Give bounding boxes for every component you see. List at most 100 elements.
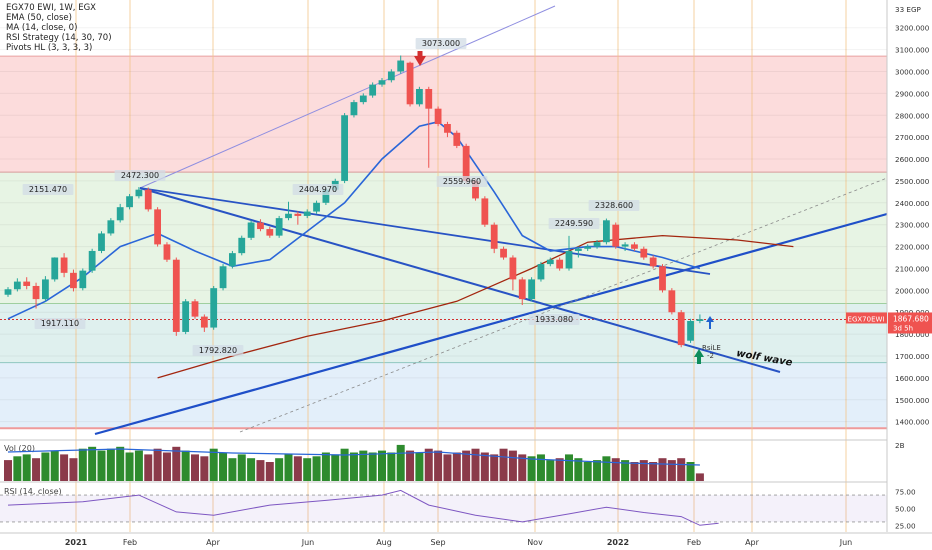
pivot-label-bg: [22, 184, 74, 195]
price-zone-1: [0, 172, 887, 304]
price-tick-label: 2200.000: [895, 243, 930, 252]
pivot-label-bg: [192, 345, 244, 356]
pivot-label: 1792.820: [199, 346, 237, 355]
volume-bar: [378, 450, 386, 481]
time-tick-label: Aug: [376, 538, 392, 547]
price-axis-bg: [887, 0, 932, 550]
price-tick-label: 2600.000: [895, 155, 930, 164]
candle-body: [107, 220, 115, 234]
moving-averages: [7, 120, 794, 379]
ema-50-line: [157, 234, 794, 379]
volume-bar: [396, 444, 405, 481]
price-tick-label: 3200.000: [895, 24, 930, 33]
price-tick-label: 3100.000: [895, 46, 930, 55]
candle-body: [266, 229, 274, 236]
price-tick-label: 2900.000: [895, 89, 930, 98]
time-tick-label: Sep: [430, 538, 445, 547]
candle-body: [490, 224, 498, 249]
candle-body: [425, 88, 433, 109]
volume-label: Vol (20): [4, 444, 35, 453]
volume-bar: [555, 458, 564, 481]
indicator-ma[interactable]: MA (14, close, 0): [6, 23, 78, 33]
candle-body: [79, 270, 87, 289]
time-axis-bg: [0, 533, 932, 550]
candle-body: [565, 250, 573, 269]
price-zone-3: [0, 362, 887, 429]
candle-body: [144, 189, 152, 210]
time-tick-label: Feb: [123, 538, 137, 547]
indicator-legend: EGX70 EWI, 1W, EGX EMA (50, close) MA (1…: [6, 3, 112, 53]
rsi-tick-label: 50.00: [895, 505, 916, 514]
candle-body: [163, 244, 171, 260]
candle-body: [631, 244, 638, 249]
indicator-pivots[interactable]: Pivots HL (3, 3, 3, 3): [6, 43, 93, 53]
candle-body: [509, 257, 517, 280]
candle-body: [275, 218, 283, 236]
volume-bar: [658, 458, 667, 481]
wolf-wave-line-2: [94, 212, 888, 436]
volume-bar: [583, 462, 592, 481]
volume-bar: [275, 458, 284, 481]
candle-body: [341, 115, 348, 181]
last-price-tag-bg: [888, 312, 932, 334]
rsi-tick-label: 25.00: [895, 521, 916, 530]
candle-body: [649, 257, 657, 267]
pivot-label-bg: [114, 170, 166, 181]
candle-body: [528, 279, 535, 300]
price-tick-label: 1400.000: [895, 418, 930, 427]
candle-body: [70, 272, 77, 289]
candle-body: [154, 209, 161, 245]
candle-body: [98, 233, 105, 251]
time-tick-label: Nov: [527, 538, 543, 547]
volume-bar: [162, 452, 171, 481]
chart-title[interactable]: EGX70 EWI, 1W, EGX: [6, 3, 96, 13]
candle-body: [444, 124, 451, 133]
volume-bar: [349, 452, 358, 481]
volume-bar: [191, 454, 199, 481]
price-tick-label: 1700.000: [895, 352, 930, 361]
pivot-label: 2328.600: [595, 201, 633, 210]
volume-bar: [499, 448, 508, 481]
pivot-arrow-icon: [414, 56, 426, 66]
candle-body: [257, 222, 264, 230]
candle-body: [60, 257, 68, 273]
symbol-tag-bg: [846, 312, 887, 324]
price-tick-label: 1600.000: [895, 374, 930, 383]
countdown-tag: 3d 5h: [893, 324, 913, 332]
pivot-arrow-icon: [417, 51, 423, 57]
price-tick-label: 1500.000: [895, 396, 930, 405]
volume-bar: [667, 460, 676, 481]
volume-bar: [237, 454, 246, 481]
time-tick-label: Jun: [839, 538, 853, 547]
candle-body: [603, 220, 610, 243]
candle-body: [612, 224, 620, 247]
candle-body: [556, 259, 564, 269]
pivot-label: 1933.080: [535, 315, 573, 324]
candle-body: [677, 312, 685, 346]
volume-bar: [471, 448, 480, 481]
volume-bar: [69, 458, 78, 481]
volume-bar: [200, 456, 209, 481]
volume-bar: [480, 452, 489, 481]
volume-bar: [359, 450, 368, 481]
pivot-label: 2151.470: [29, 185, 67, 194]
indicator-rsi-strategy[interactable]: RSI Strategy (14, 30, 70): [6, 33, 112, 43]
volume-bar: [321, 452, 330, 481]
candle-body: [397, 60, 405, 72]
symbol-tag: EGX70EWI: [848, 315, 885, 323]
candle-body: [416, 88, 423, 105]
indicator-ema[interactable]: EMA (50, close): [6, 13, 72, 23]
candle-body: [359, 95, 367, 103]
pivot-label-bg: [34, 318, 86, 329]
currency-label: 33 EGP: [895, 5, 922, 14]
candle-body: [51, 257, 59, 280]
volume-bar: [106, 448, 115, 481]
volume-bar: [125, 452, 134, 481]
volume-bar: [209, 448, 218, 481]
candle-body: [434, 108, 442, 125]
volume-bar: [602, 456, 611, 481]
pivot-label-bg: [588, 200, 640, 211]
candle-body: [200, 316, 208, 328]
